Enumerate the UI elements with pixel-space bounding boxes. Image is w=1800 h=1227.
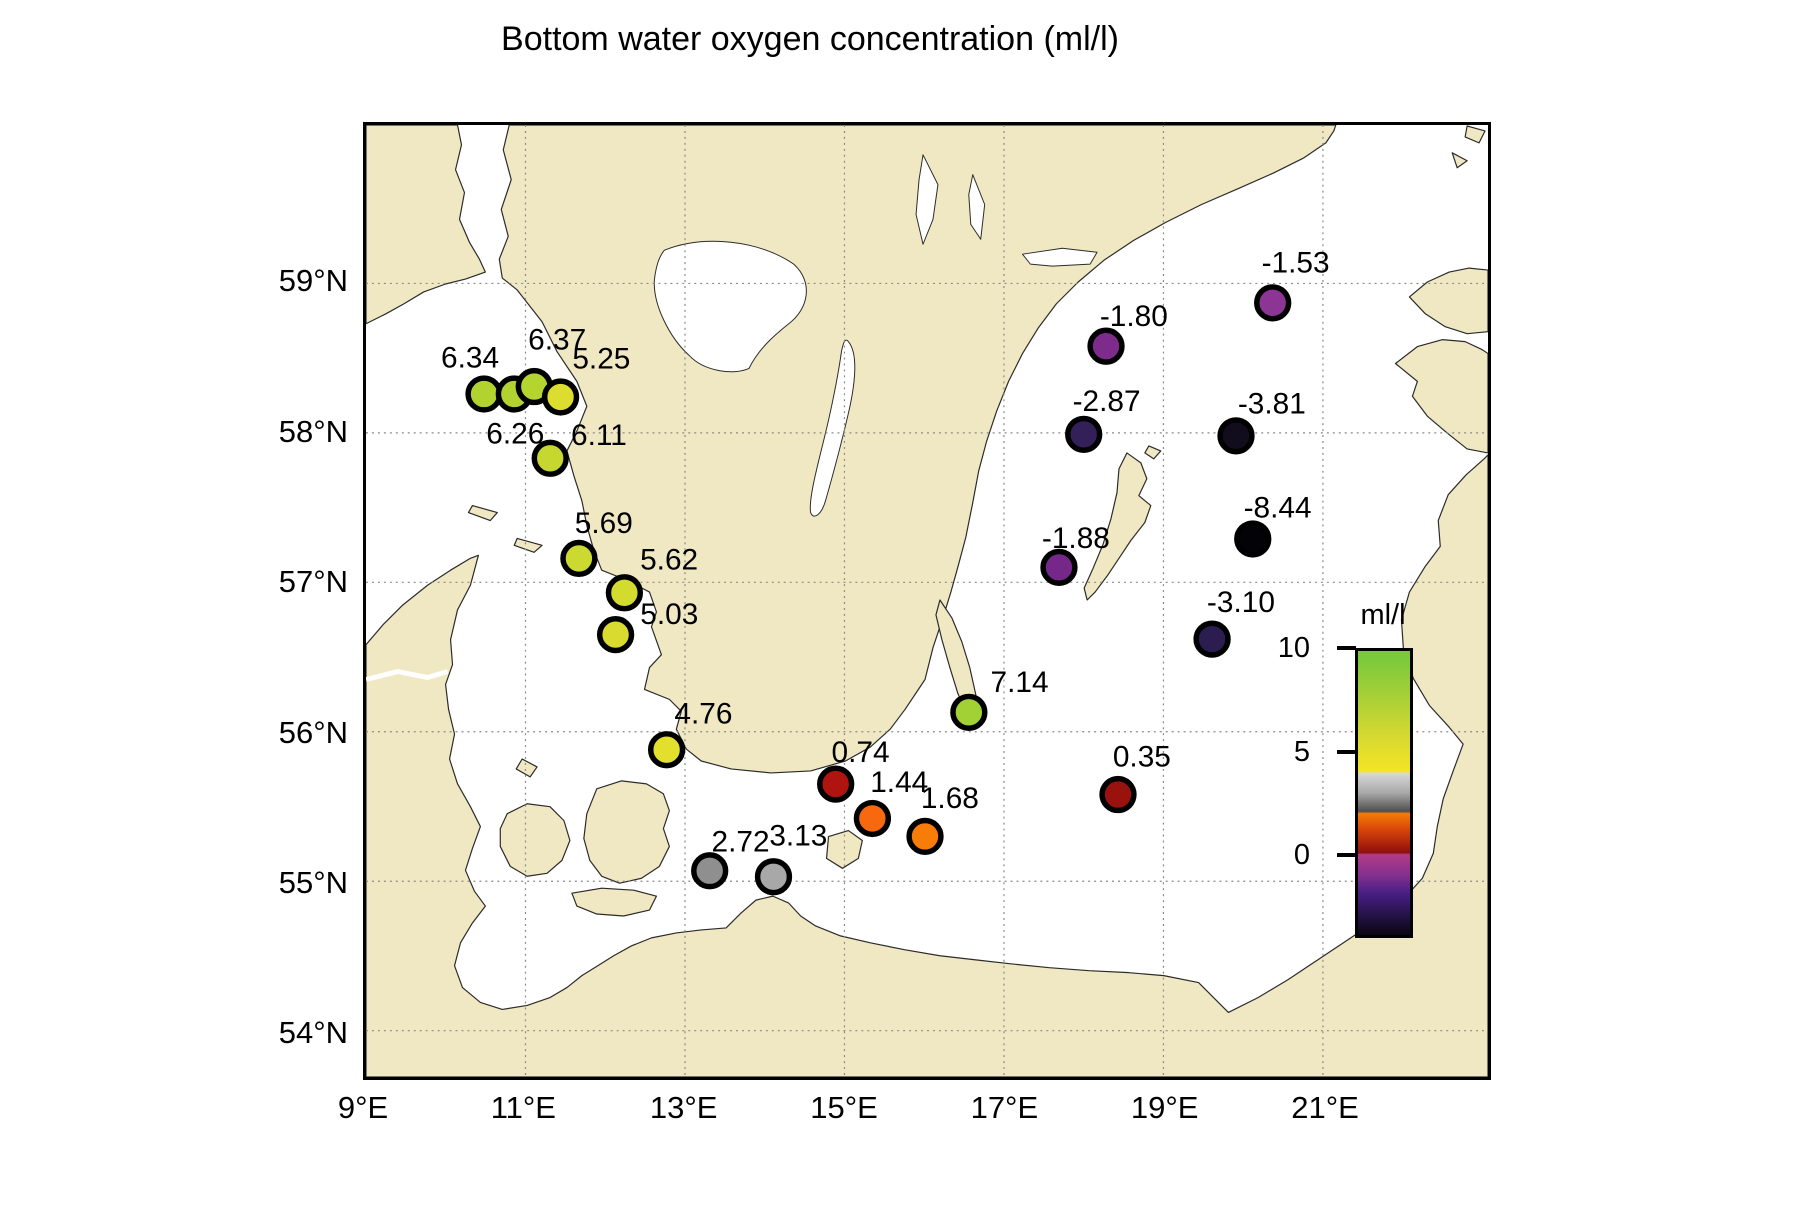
station-marker bbox=[906, 817, 944, 856]
map-canvas: 6.34 6.26 6.37 5.25 6.11 5.69 5.62 5.03 4.76 2.72… bbox=[363, 122, 1491, 1080]
station-marker bbox=[541, 378, 580, 416]
lon-tick-label: 19°E bbox=[1130, 1090, 1199, 1125]
station-value-label: 1.68 bbox=[921, 782, 979, 815]
map-svg: 6.34 6.26 6.375.25 6.11 5.695.62 5.03 4.76 2.72… bbox=[366, 125, 1488, 1077]
station-value-label: 5.25 bbox=[572, 343, 630, 376]
station-marker bbox=[1087, 327, 1125, 365]
colorbar-tick-mark bbox=[1337, 646, 1356, 650]
lat-tick-label: 55°N bbox=[278, 864, 348, 900]
land-south-coast bbox=[366, 454, 1488, 1077]
lake-sliver-1 bbox=[915, 154, 939, 245]
station-value-label: 0.35 bbox=[1113, 740, 1171, 773]
station-value-label: 6.11 bbox=[571, 419, 627, 452]
lon-tick-label: 9°E bbox=[337, 1090, 389, 1125]
lat-tick-label: 58°N bbox=[278, 413, 348, 449]
station-marker bbox=[465, 375, 503, 413]
lat-tick-label: 56°N bbox=[278, 714, 348, 750]
station-value-label: 5.03 bbox=[640, 598, 698, 631]
colorbar-tick-mark bbox=[1337, 749, 1356, 754]
station-value-label: -3.10 bbox=[1207, 586, 1275, 619]
island-anholt bbox=[513, 537, 543, 553]
lake-malaren bbox=[1021, 247, 1098, 267]
colorbar-tick-mark bbox=[1337, 853, 1356, 858]
station-marker bbox=[1254, 284, 1292, 322]
lat-tick-label: 57°N bbox=[278, 564, 348, 600]
colorbar-tick-label: 0 bbox=[1293, 839, 1310, 872]
station-value-label: -1.80 bbox=[1100, 300, 1168, 333]
station-value-label: 6.37 bbox=[528, 323, 586, 356]
lon-tick-label: 21°E bbox=[1291, 1090, 1359, 1125]
lon-tick-label: 17°E bbox=[970, 1090, 1039, 1125]
station-group bbox=[465, 284, 1292, 896]
island-aland-2 bbox=[1451, 152, 1468, 169]
station-marker bbox=[1193, 620, 1231, 658]
station-value-label: 6.34 bbox=[441, 342, 499, 375]
station-marker bbox=[1234, 520, 1272, 558]
station-value-label: -1.53 bbox=[1262, 247, 1330, 280]
station-marker bbox=[1065, 415, 1103, 453]
station-value-label: 4.76 bbox=[674, 697, 732, 730]
station-marker bbox=[1040, 548, 1078, 587]
island-funen bbox=[499, 803, 571, 877]
colorbar-tick-label: 5 bbox=[1293, 735, 1310, 768]
station-value-label: 3.13 bbox=[769, 820, 827, 853]
station-value-label: 1.44 bbox=[870, 766, 928, 799]
station-marker bbox=[853, 799, 892, 838]
island-hiiumaa bbox=[1408, 267, 1488, 335]
graticule bbox=[366, 125, 1488, 1077]
island-laeso bbox=[467, 505, 498, 522]
lon-tick-label: 15°E bbox=[810, 1090, 878, 1125]
island-zealand bbox=[583, 780, 670, 884]
station-marker bbox=[647, 731, 686, 769]
island-gotland bbox=[1083, 452, 1152, 601]
station-value-label: -2.87 bbox=[1073, 385, 1141, 418]
station-marker bbox=[754, 858, 793, 896]
station-value-label: -8.44 bbox=[1244, 492, 1312, 525]
island-samso bbox=[515, 758, 538, 778]
station-marker bbox=[560, 539, 598, 578]
station-value-label: -1.88 bbox=[1042, 522, 1110, 555]
land-group bbox=[366, 125, 1488, 1077]
limfjord bbox=[366, 669, 449, 682]
lake-sliver-2 bbox=[968, 174, 986, 240]
station-value-label: 5.69 bbox=[575, 507, 633, 540]
station-value-label: 7.14 bbox=[991, 666, 1049, 699]
station-value-label: 0.74 bbox=[832, 736, 890, 769]
station-marker bbox=[605, 574, 644, 612]
lake-vanern bbox=[653, 240, 807, 373]
station-label-group: 6.34 6.26 6.375.25 6.11 5.695.62 5.03 4.76 2.72… bbox=[441, 247, 1329, 859]
island-saaremaa bbox=[1394, 339, 1488, 454]
land-norway bbox=[366, 125, 486, 325]
island-faro bbox=[1144, 445, 1162, 460]
island-aland-1 bbox=[1464, 125, 1486, 144]
station-value-label: 5.62 bbox=[640, 543, 698, 576]
station-marker bbox=[691, 852, 729, 890]
lon-tick-label: 11°E bbox=[490, 1090, 556, 1125]
station-marker bbox=[817, 765, 855, 803]
station-marker bbox=[596, 615, 635, 654]
island-lolland bbox=[571, 887, 658, 917]
station-marker bbox=[1099, 775, 1137, 814]
lake-vattern bbox=[809, 339, 856, 517]
station-value-label: -3.81 bbox=[1238, 388, 1306, 421]
colorbar bbox=[1355, 648, 1413, 938]
station-value-label: 2.72 bbox=[712, 825, 770, 858]
station-marker bbox=[950, 693, 988, 731]
station-marker bbox=[1217, 417, 1255, 455]
colorbar-title: ml/l bbox=[1360, 599, 1406, 631]
lat-tick-label: 59°N bbox=[278, 263, 348, 299]
station-marker bbox=[531, 439, 569, 477]
station-value-label: 6.26 bbox=[486, 417, 544, 450]
lon-tick-label: 13°E bbox=[649, 1090, 718, 1125]
island-bornholm bbox=[825, 829, 863, 869]
plot-title: Bottom water oxygen concentration (ml/l) bbox=[501, 20, 1119, 58]
colorbar-tick-label: 10 bbox=[1277, 632, 1310, 664]
lat-tick-label: 54°N bbox=[278, 1015, 348, 1051]
